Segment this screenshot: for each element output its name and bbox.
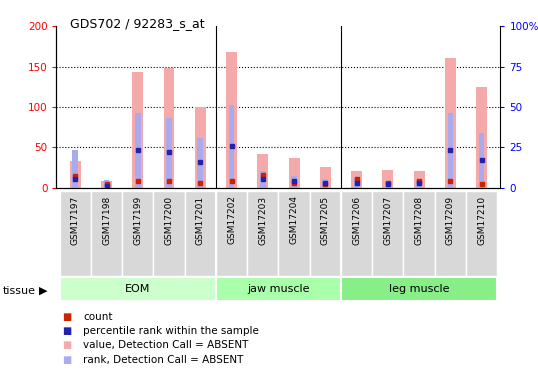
- Text: GSM17207: GSM17207: [383, 195, 392, 244]
- Bar: [416, 180, 422, 188]
- Bar: [104, 180, 109, 188]
- Text: ■: ■: [62, 312, 71, 322]
- Bar: [229, 105, 235, 188]
- Text: GSM17202: GSM17202: [227, 195, 236, 244]
- Text: GSM17210: GSM17210: [477, 195, 486, 244]
- Bar: [445, 58, 456, 188]
- Text: tissue: tissue: [3, 286, 36, 296]
- Bar: [351, 171, 362, 188]
- Bar: [247, 191, 279, 276]
- Text: rank, Detection Call = ABSENT: rank, Detection Call = ABSENT: [83, 355, 244, 364]
- Bar: [354, 178, 359, 188]
- Text: GSM17198: GSM17198: [102, 195, 111, 245]
- Bar: [195, 107, 206, 188]
- Bar: [153, 191, 185, 276]
- Text: EOM: EOM: [125, 284, 151, 294]
- Text: GSM17208: GSM17208: [415, 195, 423, 244]
- Bar: [73, 150, 78, 188]
- Text: GSM17206: GSM17206: [352, 195, 361, 244]
- Text: GSM17209: GSM17209: [446, 195, 455, 244]
- Bar: [288, 159, 300, 188]
- Text: GSM17200: GSM17200: [165, 195, 174, 244]
- Bar: [341, 191, 372, 276]
- Bar: [197, 138, 203, 188]
- Bar: [260, 171, 266, 188]
- Bar: [476, 87, 487, 188]
- Text: ■: ■: [62, 326, 71, 336]
- Text: count: count: [83, 312, 113, 322]
- Bar: [132, 72, 143, 188]
- Bar: [322, 180, 328, 188]
- Text: GSM17199: GSM17199: [133, 195, 142, 245]
- Bar: [479, 133, 484, 188]
- Bar: [372, 191, 404, 276]
- Text: leg muscle: leg muscle: [389, 284, 449, 294]
- Bar: [122, 191, 153, 276]
- Bar: [91, 191, 122, 276]
- Text: GSM17203: GSM17203: [258, 195, 267, 244]
- Bar: [257, 154, 268, 188]
- Bar: [135, 113, 140, 188]
- Text: ■: ■: [62, 340, 71, 350]
- Bar: [320, 167, 331, 188]
- Bar: [385, 181, 391, 188]
- Text: percentile rank within the sample: percentile rank within the sample: [83, 326, 259, 336]
- Text: ▶: ▶: [39, 286, 47, 296]
- Bar: [414, 171, 424, 188]
- Bar: [341, 277, 497, 302]
- Bar: [435, 191, 466, 276]
- Bar: [70, 161, 81, 188]
- Bar: [185, 191, 216, 276]
- Bar: [404, 191, 435, 276]
- Text: GSM17197: GSM17197: [70, 195, 80, 245]
- Bar: [60, 277, 216, 302]
- Text: GSM17204: GSM17204: [289, 195, 299, 244]
- Text: value, Detection Call = ABSENT: value, Detection Call = ABSENT: [83, 340, 249, 350]
- Text: ■: ■: [62, 355, 71, 364]
- Bar: [101, 181, 112, 188]
- Text: GDS702 / 92283_s_at: GDS702 / 92283_s_at: [70, 17, 204, 30]
- Bar: [60, 191, 91, 276]
- Bar: [216, 191, 247, 276]
- Bar: [164, 68, 174, 188]
- Bar: [448, 113, 453, 188]
- Bar: [226, 52, 237, 188]
- Text: GSM17205: GSM17205: [321, 195, 330, 244]
- Bar: [310, 191, 341, 276]
- Text: GSM17201: GSM17201: [196, 195, 205, 244]
- Bar: [383, 170, 393, 188]
- Bar: [166, 118, 172, 188]
- Bar: [291, 176, 297, 188]
- Text: jaw muscle: jaw muscle: [247, 284, 310, 294]
- Bar: [279, 191, 310, 276]
- Bar: [466, 191, 497, 276]
- Bar: [216, 277, 341, 302]
